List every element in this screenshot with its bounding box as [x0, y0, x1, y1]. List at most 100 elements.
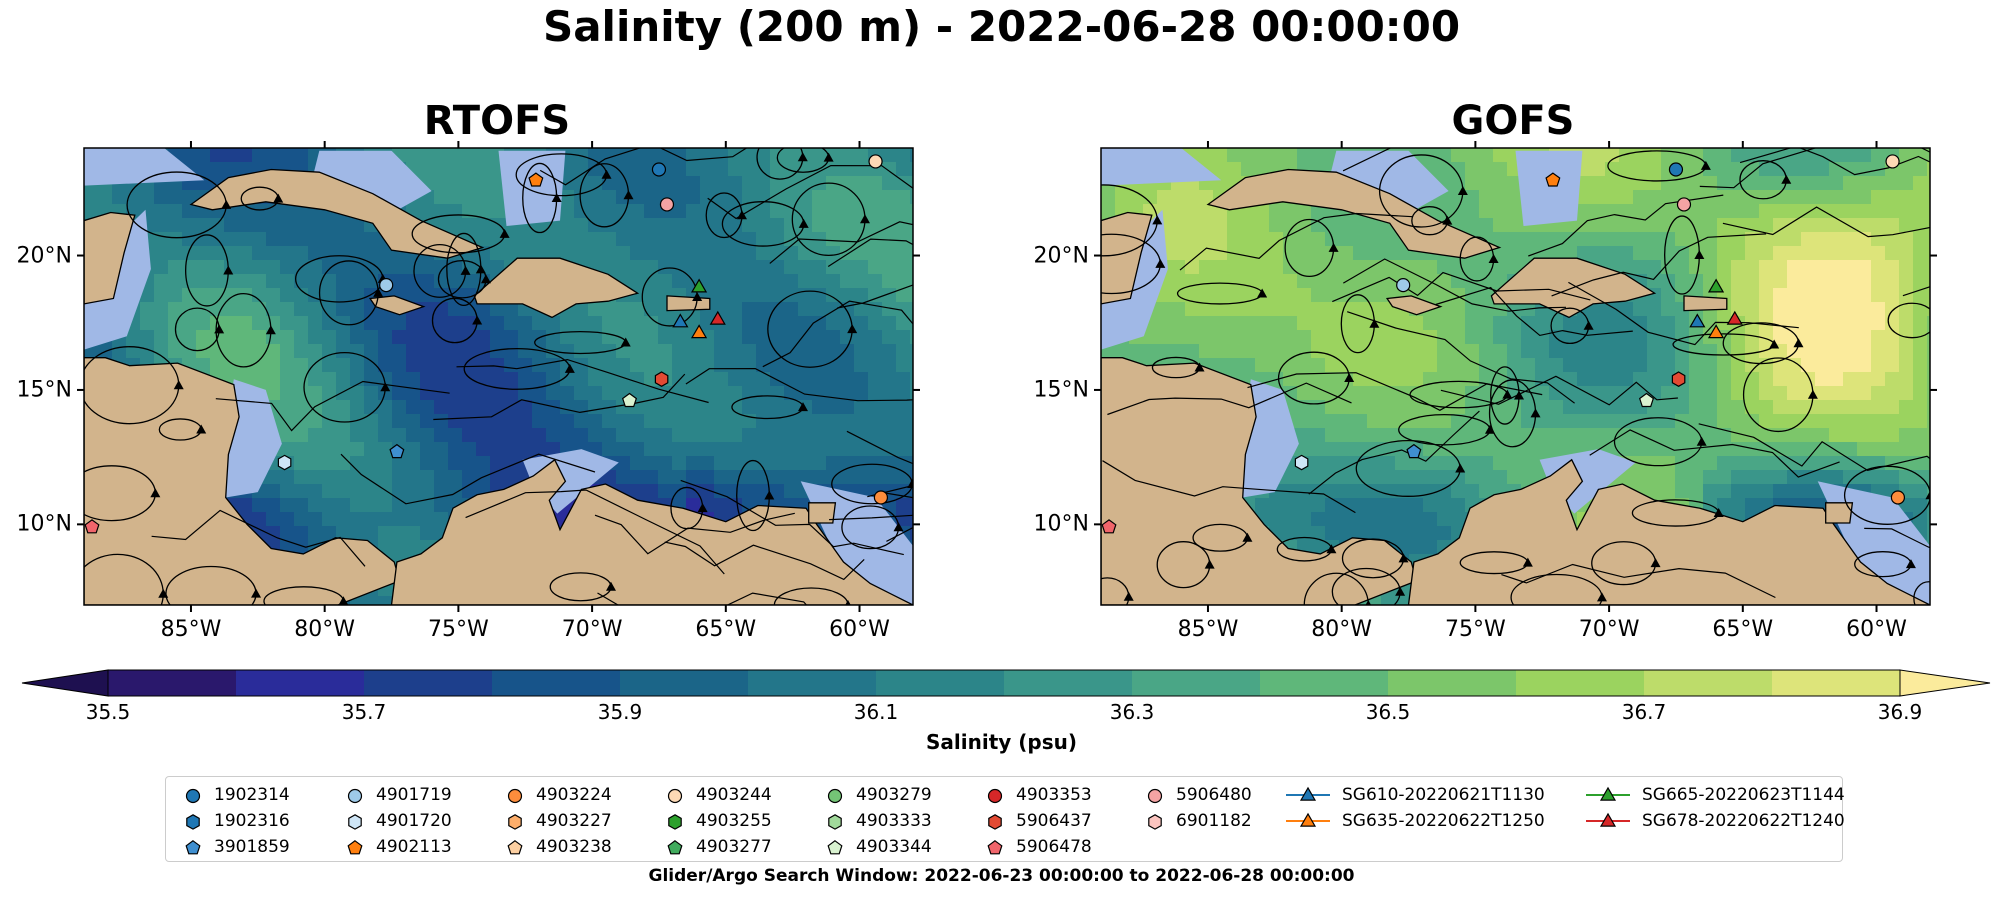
legend-item: 5906480 — [1146, 785, 1252, 805]
legend-marker — [1148, 814, 1162, 830]
landmass — [390, 458, 913, 605]
float-marker — [1890, 490, 1906, 505]
legend-marker — [827, 840, 843, 855]
legend-marker-shape — [347, 840, 363, 855]
legend-label: 4903344 — [856, 837, 932, 857]
legend-label: 4903353 — [1016, 785, 1092, 805]
colorbar-over-extend — [1899, 669, 1991, 697]
legend-marker — [1586, 786, 1630, 801]
legend-label: 4901719 — [376, 785, 452, 805]
salinity-colorbar — [21, 669, 1991, 697]
legend-marker — [988, 814, 1002, 830]
legend-label: 4903244 — [696, 785, 772, 805]
legend-item: 4903244 — [666, 785, 772, 805]
legend-marker — [987, 788, 1003, 804]
legend-marker — [668, 814, 682, 830]
legend-item: SG610-20220621T1130 — [1286, 785, 1545, 805]
x-tick-label: 80°W — [1311, 617, 1373, 642]
legend-item: 4901719 — [346, 785, 452, 805]
legend-item: 4901720 — [346, 811, 452, 831]
legend-label: 4903255 — [696, 811, 772, 831]
legend-marker — [987, 840, 1003, 855]
legend-marker-shape — [347, 788, 363, 804]
colorbar-under-extend — [21, 669, 109, 697]
legend-marker-shape — [987, 788, 1003, 804]
colorbar-segment — [1516, 670, 1645, 696]
legend-item: 4903277 — [666, 837, 772, 857]
float-marker — [690, 278, 708, 293]
legend-marker-shape — [827, 788, 843, 804]
float-marker — [873, 490, 889, 505]
float-marker — [654, 371, 669, 387]
colorbar-segment — [1260, 670, 1389, 696]
legend-item: 4903224 — [506, 785, 612, 805]
legend-marker-shape — [988, 814, 1002, 830]
float-marker — [528, 172, 544, 187]
colorbar-segment — [1132, 670, 1261, 696]
legend-marker — [1286, 786, 1330, 801]
legend-marker-shape — [186, 814, 200, 830]
legend-item: 6901182 — [1146, 811, 1252, 831]
legend-label: 1902314 — [214, 785, 290, 805]
legend-marker-shape — [507, 840, 523, 855]
x-tick-label: 70°W — [561, 617, 623, 642]
legend-marker-shape — [1299, 786, 1317, 801]
float-marker — [1545, 172, 1561, 187]
legend-marker — [828, 814, 842, 830]
panel-title-rtofs: RTOFS — [423, 98, 571, 144]
float-marker — [1726, 310, 1743, 325]
colorbar-segment — [876, 670, 1005, 696]
legend-marker-shape — [185, 840, 201, 855]
float-marker — [621, 392, 638, 408]
landmass — [666, 295, 711, 312]
legend-marker — [667, 840, 683, 855]
legend-label: SG610-20220621T1130 — [1342, 785, 1545, 805]
colorbar-segment — [236, 670, 365, 696]
panel-title-gofs: GOFS — [1451, 98, 1575, 144]
legend-label: 4903277 — [696, 837, 772, 857]
landmass — [368, 295, 426, 316]
legend-marker-shape — [185, 788, 201, 804]
y-tick-label: 15°N — [1033, 377, 1089, 403]
legend-marker — [507, 788, 523, 804]
landmass — [808, 502, 837, 524]
float-marker — [1101, 519, 1117, 534]
legend-item: 4902113 — [346, 837, 452, 857]
legend-marker-shape — [668, 814, 682, 830]
legend-marker — [827, 788, 843, 804]
legend-marker-shape — [987, 840, 1003, 855]
float-marker — [1707, 324, 1725, 339]
legend-item: 5906437 — [986, 811, 1092, 831]
legend-label: SG635-20220622T1250 — [1342, 811, 1545, 831]
landmass — [1385, 295, 1443, 316]
legend-marker-shape — [507, 788, 523, 804]
legend-item: 4903353 — [986, 785, 1092, 805]
figure-title: Salinity (200 m) - 2022-06-28 00:00:00 — [542, 2, 1461, 51]
float-marker — [1406, 443, 1422, 459]
legend-item: 4903227 — [506, 811, 612, 831]
colorbar-segment — [1004, 670, 1133, 696]
legend-item: SG678-20220622T1240 — [1586, 811, 1845, 831]
legend-item: 1902314 — [184, 785, 290, 805]
legend-marker-shape — [1599, 812, 1617, 827]
float-marker — [709, 310, 726, 325]
x-tick-label: 65°W — [1712, 617, 1774, 642]
x-tick-label: 60°W — [1846, 617, 1907, 642]
float-marker — [659, 197, 675, 212]
legend-label: 4902113 — [376, 837, 452, 857]
legend-marker — [1586, 812, 1630, 827]
legend-label: 1902316 — [214, 811, 290, 831]
legend-label: SG665-20220623T1144 — [1642, 785, 1845, 805]
float-marker — [1676, 197, 1692, 212]
salinity-field — [1101, 148, 1930, 605]
float-marker — [277, 454, 292, 471]
legend-label: 4903279 — [856, 785, 932, 805]
y-tick-label: 15°N — [16, 377, 72, 403]
legend-item: SG635-20220622T1250 — [1286, 811, 1545, 831]
legend-label: 4903224 — [536, 785, 612, 805]
legend-label: 4903227 — [536, 811, 612, 831]
legend-item: SG665-20220623T1144 — [1586, 785, 1845, 805]
landmass — [1206, 168, 1502, 259]
x-tick-label: 80°W — [294, 617, 356, 642]
x-tick-label: 70°W — [1578, 617, 1640, 642]
